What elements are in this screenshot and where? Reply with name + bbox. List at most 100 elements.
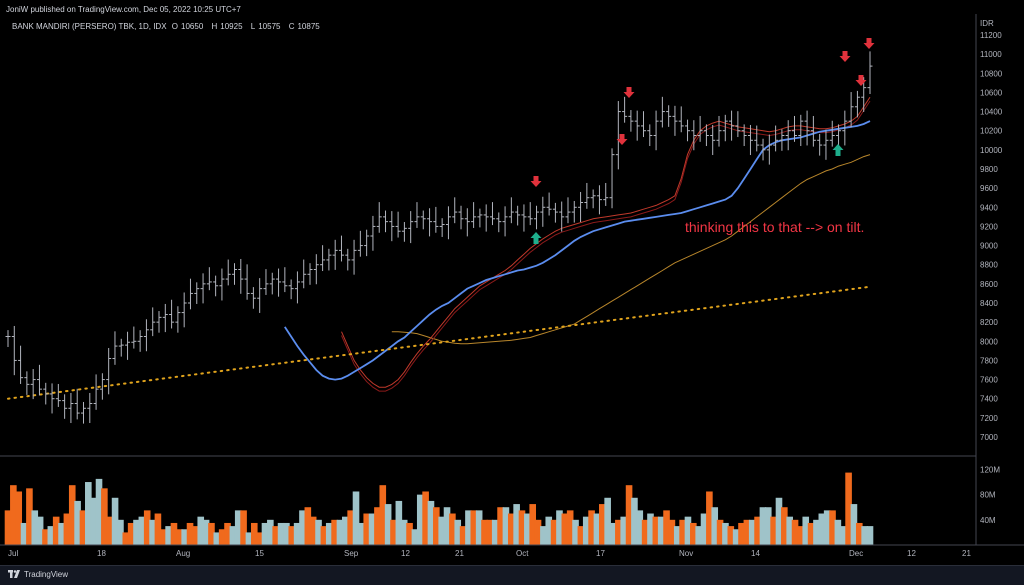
time-tick-label: Sep [344,549,359,558]
down-arrow-icon [863,38,875,49]
volume-bar [58,522,65,545]
price-chart[interactable]: 11200 11000 10800 10600 10400 10200 10000 9800 9… [0,0,1024,565]
volume-tick-label: 120M [980,465,1000,474]
volume-bar [529,504,536,545]
volume-bar [497,507,504,545]
ohlc-bar [49,383,55,414]
volume-bar [149,519,156,545]
ohlc-bar [62,394,68,419]
volume-bar [454,519,462,545]
volume-bar [245,532,253,545]
ohlc-bar [30,369,36,400]
down-arrow-icon [530,176,542,187]
ohlc-bar [445,206,451,240]
volume-bar [781,507,788,545]
ohlc-high: H 10925 [211,22,243,31]
volume-bar [10,485,17,545]
ohlc-bar [571,200,577,223]
volume-bar [673,526,681,545]
volume-bar [449,513,456,545]
ohlc-bar [817,133,823,156]
price-axis[interactable]: 11200 11000 10800 10600 10400 10200 10000 9800 9… [980,31,1003,442]
ohlc-bar [703,124,709,147]
volume-bar [791,519,799,545]
volume-tick-label: 40M [980,516,996,525]
ohlc-bar [143,319,149,352]
ohlc-bar [276,268,282,297]
ohlc-bar [338,235,344,262]
volume-bar [513,504,520,545]
volume-bar [577,526,585,545]
time-axis[interactable]: Jul 18 Aug 15 Sep 12 21 Oct 17 Nov 14 Dec 12 21 [8,549,971,558]
ohlc-bar [779,129,785,151]
volume-bar [331,519,338,545]
ohlc-bar [301,259,307,289]
time-tick-label: 12 [401,549,410,558]
volume-bar [31,510,39,545]
ohlc-bar [848,92,854,128]
ohlc-bar [244,264,250,300]
volume-bar [218,529,226,545]
ohlc-bar [810,115,816,147]
price-tick-label: 7800 [980,356,998,365]
ohlc-bar [288,279,294,300]
ohlc-bar [798,114,804,147]
ohlc-bar [24,371,30,395]
ohlc-bar [206,267,212,291]
ohlc-bar [364,229,370,257]
volume-bar [101,488,108,545]
ohlc-open: O 10650 [171,22,204,31]
volume-bar [304,507,312,545]
ohlc-bar [74,388,80,420]
volume-bar [202,519,210,545]
volume-bar [690,522,697,545]
price-tick-label: 11200 [980,31,1002,40]
ohlc-bar [181,292,187,328]
ohlc-bar [238,258,244,294]
volume-bar [818,513,826,545]
price-tick-label: 7600 [980,376,998,385]
chart-annotation[interactable]: thinking this to that --> on tilt. [685,219,864,235]
tradingview-logo[interactable]: TradingView [8,570,68,579]
ohlc-bar [471,202,477,228]
volume-bar [213,532,221,545]
volume-bar [727,526,735,545]
volume-bar [770,516,777,545]
ohlc-bar [842,110,848,146]
volume-bar [598,504,606,545]
ohlc-bar [483,204,489,232]
volume-bar [47,526,55,545]
price-tick-label: 11000 [980,50,1002,59]
volume-bar [609,522,617,545]
price-tick-label: 9000 [980,242,998,251]
price-tick-label: 7000 [980,433,998,442]
volume-bar [74,500,81,545]
volume-bar [90,497,97,545]
ohlc-bar [307,263,313,285]
price-tick-label: 8400 [980,299,998,308]
volume-bar [786,516,793,545]
time-tick-label: 14 [751,549,760,558]
volume-bar [641,519,649,545]
volume-bar [320,526,328,545]
volume-axis: 120M 80M 40M [980,465,1000,524]
volume-bar [582,516,590,545]
volume-bar [283,522,290,545]
ohlc-bar [722,114,728,142]
ohlc-bar [351,239,357,275]
volume-bar [250,522,258,545]
volume-bar [176,529,183,545]
ohlc-bar [710,124,716,156]
time-tick-label: Oct [516,549,529,558]
symbol-legend[interactable]: BANK MANDIRI (PERSERO) TBK, 1D, IDX O 106… [12,22,326,31]
ohlc-bar [320,245,326,272]
volume-bar [829,510,836,545]
volume-bar [743,519,751,545]
volume-bar [433,507,440,545]
ohlc-bar [559,201,565,232]
volume-bar [706,491,713,545]
ohlc-bar [502,206,508,237]
volume-bar [502,507,510,545]
ohlc-bar [87,392,93,424]
down-arrow-icon [855,75,867,86]
